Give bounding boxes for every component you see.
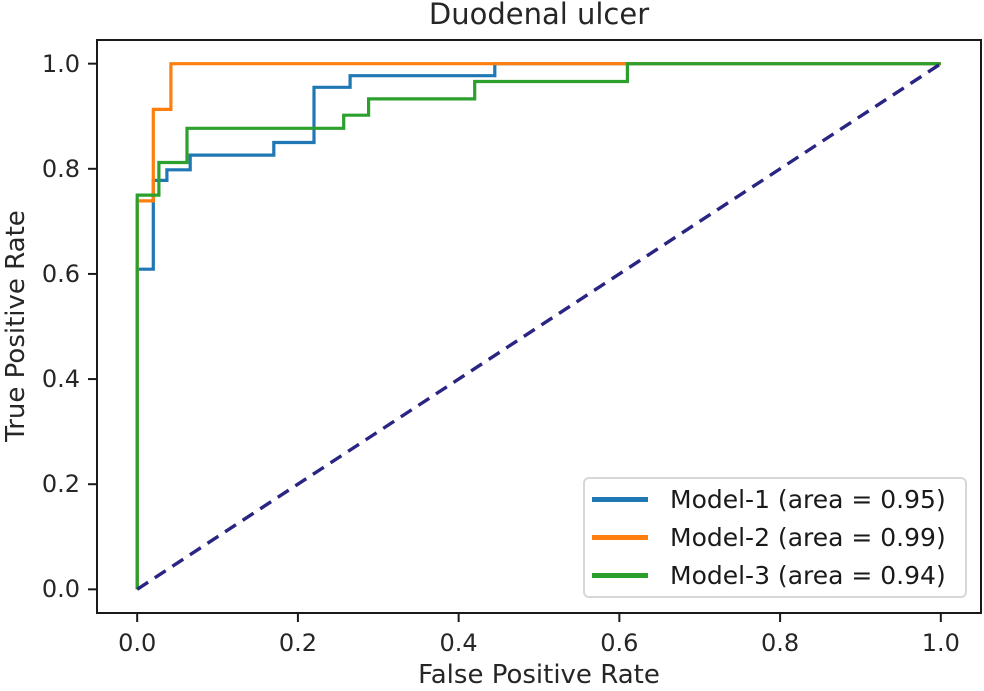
chart-title: Duodenal ulcer: [428, 0, 650, 31]
x-tick-label-0.2: 0.2: [278, 629, 317, 657]
axes-spines: [96, 39, 982, 614]
x-tick-label-1.0: 1.0: [921, 629, 960, 657]
legend-label-model-2: Model-2 (area = 0.99): [670, 523, 946, 552]
legend: Model-1 (area = 0.95) Model-2 (area = 0.…: [583, 477, 967, 598]
legend-item-model-1: Model-1 (area = 0.95): [585, 483, 965, 517]
roc-curve-model-1: [135, 62, 941, 590]
x-tick-label-0.6: 0.6: [600, 629, 639, 657]
x-tick-label-0.0: 0.0: [118, 629, 157, 657]
chance-diagonal-line: [136, 62, 942, 591]
legend-label-model-3: Model-3 (area = 0.94): [670, 560, 946, 590]
legend-line-swatch-model-2: [592, 535, 648, 540]
x-tick-label-0.4: 0.4: [439, 629, 478, 657]
legend-item-model-2: Model-2 (area = 0.99): [585, 521, 965, 555]
y-tick-label-0.2: 0.2: [41, 470, 80, 499]
legend-line-swatch-model-1: [592, 497, 648, 503]
y-tick-label-0.6: 0.6: [41, 259, 80, 288]
legend-line-swatch-model-3: [592, 572, 648, 578]
y-tick-label-1.0: 1.0: [41, 49, 80, 78]
legend-label-model-1: Model-1 (area = 0.95): [670, 485, 946, 515]
roc-curve-model-3: [135, 62, 941, 590]
y-tick-label-0.8: 0.8: [41, 154, 80, 183]
y-axis-label: True Positive Rate: [1, 210, 31, 442]
y-tick-label-0.0: 0.0: [41, 575, 80, 604]
legend-item-model-3: Model-3 (area = 0.94): [585, 558, 965, 592]
y-tick-label-0.4: 0.4: [41, 365, 80, 394]
x-axis-label: False Positive Rate: [418, 660, 660, 690]
x-tick-label-0.8: 0.8: [760, 629, 800, 657]
